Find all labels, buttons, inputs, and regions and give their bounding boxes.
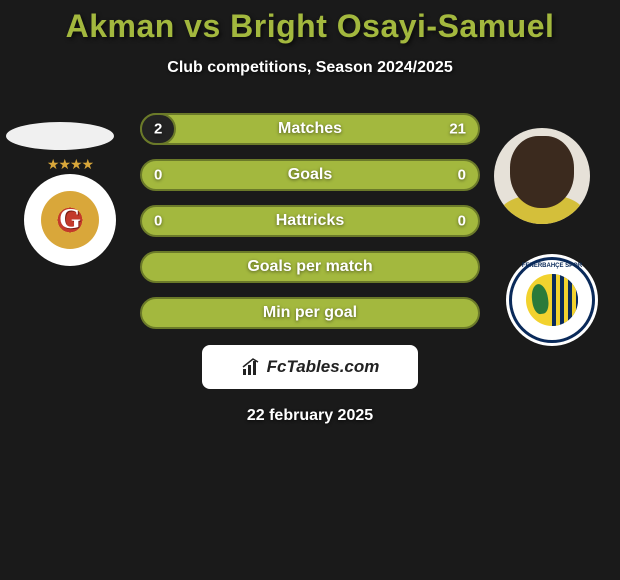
stat-right-value: 0: [458, 167, 466, 184]
stat-label: Goals per match: [247, 258, 372, 276]
stat-right-value: 21: [449, 121, 466, 138]
brand-badge[interactable]: FcTables.com: [202, 345, 418, 389]
stat-left-value: 2: [154, 121, 162, 138]
stat-pill-mpg: Min per goal: [140, 297, 480, 329]
stat-row: 0 Hattricks 0: [0, 205, 620, 237]
stat-label: Matches: [278, 120, 342, 138]
stat-right-value: 0: [458, 213, 466, 230]
stat-pill-gpm: Goals per match: [140, 251, 480, 283]
brand-text: FcTables.com: [267, 357, 380, 377]
stat-pill-goals: 0 Goals 0: [140, 159, 480, 191]
stat-left-value: 0: [154, 167, 162, 184]
infographic-container: Akman vs Bright Osayi-Samuel Club compet…: [0, 0, 620, 580]
stat-left-value: 0: [154, 213, 162, 230]
stat-row: Min per goal: [0, 297, 620, 329]
stat-row: 0 Goals 0: [0, 159, 620, 191]
subtitle: Club competitions, Season 2024/2025: [0, 59, 620, 77]
stats-list: 2 Matches 21 0 Goals 0 0 Hattricks 0 Goa…: [0, 113, 620, 329]
stat-row: 2 Matches 21: [0, 113, 620, 145]
date-label: 22 february 2025: [0, 407, 620, 425]
bar-chart-icon: [241, 357, 261, 377]
stat-pill-matches: 2 Matches 21: [140, 113, 480, 145]
page-title: Akman vs Bright Osayi-Samuel: [0, 8, 620, 45]
stat-label: Goals: [288, 166, 332, 184]
stat-label: Hattricks: [276, 212, 344, 230]
stat-row: Goals per match: [0, 251, 620, 283]
stat-pill-hattricks: 0 Hattricks 0: [140, 205, 480, 237]
stat-label: Min per goal: [263, 304, 357, 322]
